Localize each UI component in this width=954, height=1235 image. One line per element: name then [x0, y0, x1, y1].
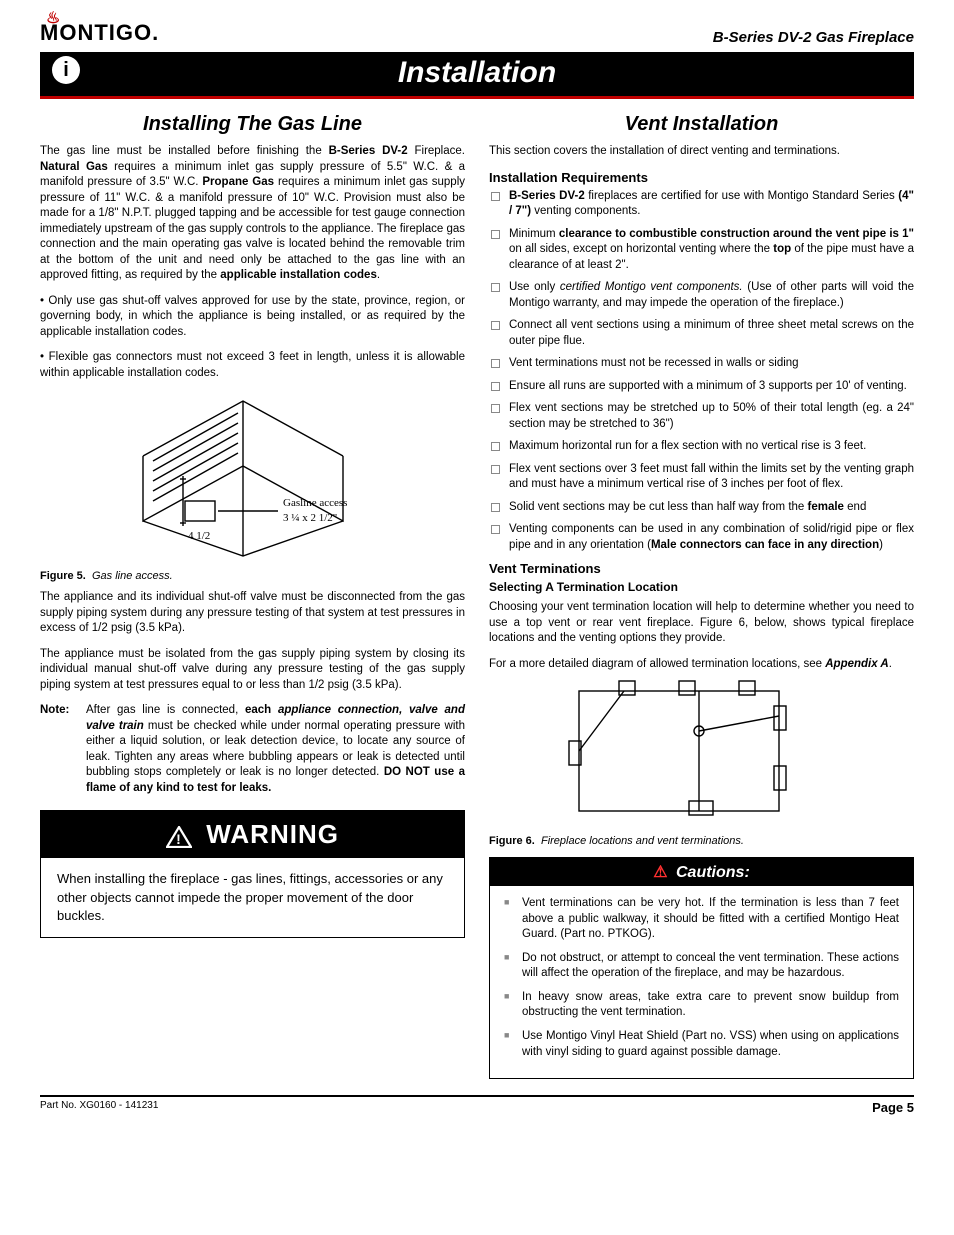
footer-page-no: Page 5	[872, 1100, 914, 1115]
requirement-item: Minimum clearance to combustible constru…	[489, 227, 914, 274]
gasline-p2: The appliance and its individual shut-of…	[40, 590, 465, 637]
right-column: Vent Installation This section covers th…	[489, 113, 914, 1079]
requirements-list: B-Series DV-2 fireplaces are certified f…	[489, 189, 914, 554]
requirement-item: Maximum horizontal run for a flex sectio…	[489, 439, 914, 455]
gasline-p3: The appliance must be isolated from the …	[40, 647, 465, 694]
requirement-item: Connect all vent sections using a minimu…	[489, 318, 914, 349]
product-title: B-Series DV-2 Gas Fireplace	[713, 29, 914, 46]
fig5-label-b: 3 ¼ x 2 1/2"	[283, 512, 337, 524]
cautions-list: Vent terminations can be very hot. If th…	[504, 896, 899, 1060]
caution-item: Vent terminations can be very hot. If th…	[504, 896, 899, 943]
vent-term-subheading: Selecting A Termination Location	[489, 580, 914, 594]
page-header: ♨ MONTIGO. B-Series DV-2 Gas Fireplace	[40, 20, 914, 46]
requirement-item: B-Series DV-2 fireplaces are certified f…	[489, 189, 914, 220]
page-footer: Part No. XG0160 - 141231 Page 5	[40, 1095, 914, 1115]
requirement-item: Flex vent sections may be stretched up t…	[489, 401, 914, 432]
cautions-title: Cautions:	[676, 864, 750, 881]
requirement-item: Ensure all runs are supported with a min…	[489, 379, 914, 395]
fig5-label-a: Gasline access	[283, 497, 347, 509]
left-column: Installing The Gas Line The gas line mus…	[40, 113, 465, 1079]
note-label: Note:	[40, 703, 69, 719]
gasline-bullet-2: • Flexible gas connectors must not excee…	[40, 350, 465, 381]
caution-triangle-icon: ⚠	[653, 864, 667, 881]
figure-5-caption: Figure 5. Gas line access.	[40, 570, 465, 582]
caution-item: In heavy snow areas, take extra care to …	[504, 990, 899, 1021]
footer-part-no: Part No. XG0160 - 141231	[40, 1100, 158, 1115]
svg-text:!: !	[176, 831, 182, 847]
requirement-item: Venting components can be used in any co…	[489, 522, 914, 553]
gasline-intro: The gas line must be installed before fi…	[40, 144, 465, 284]
vent-term-p1: Choosing your vent termination location …	[489, 600, 914, 647]
vent-term-p2: For a more detailed diagram of allowed t…	[489, 657, 914, 673]
vent-intro: This section covers the installation of …	[489, 144, 914, 160]
note-block: Note: After gas line is connected, each …	[40, 703, 465, 796]
figure-5-svg: Gasline access 3 ¼ x 2 1/2" 4 1/2	[123, 391, 383, 561]
fig5-label-c: 4 1/2	[188, 530, 210, 542]
right-title: Vent Installation	[489, 113, 914, 136]
warning-header: ! WARNING	[41, 811, 464, 858]
cautions-box: ⚠ Cautions: Vent terminations can be ver…	[489, 857, 914, 1079]
brand-logo: ♨ MONTIGO.	[40, 20, 159, 46]
left-title: Installing The Gas Line	[40, 113, 465, 136]
requirement-item: Flex vent sections over 3 feet must fall…	[489, 462, 914, 493]
caution-item: Use Montigo Vinyl Heat Shield (Part no. …	[504, 1029, 899, 1060]
warning-triangle-icon: !	[166, 826, 192, 848]
requirement-item: Solid vent sections may be cut less than…	[489, 500, 914, 516]
info-icon: i	[52, 56, 80, 84]
warning-body: When installing the fireplace - gas line…	[41, 858, 464, 937]
warning-title: WARNING	[206, 819, 339, 849]
vent-term-heading: Vent Terminations	[489, 561, 914, 576]
install-req-heading: Installation Requirements	[489, 170, 914, 185]
figure-6-caption: Figure 6. Fireplace locations and vent t…	[489, 835, 914, 847]
section-bar-title: Installation	[398, 56, 556, 89]
cautions-header: ⚠ Cautions:	[490, 858, 913, 886]
figure-6	[549, 676, 914, 829]
section-bar: i Installation	[40, 52, 914, 99]
flame-icon: ♨	[46, 8, 61, 28]
figure-6-svg	[549, 676, 809, 826]
caution-item: Do not obstruct, or attempt to conceal t…	[504, 951, 899, 982]
requirement-item: Vent terminations must not be recessed i…	[489, 356, 914, 372]
gasline-bullet-1: • Only use gas shut-off valves approved …	[40, 294, 465, 341]
warning-box: ! WARNING When installing the fireplace …	[40, 810, 465, 938]
figure-5: Gasline access 3 ¼ x 2 1/2" 4 1/2	[40, 391, 465, 564]
requirement-item: Use only certified Montigo vent componen…	[489, 280, 914, 311]
